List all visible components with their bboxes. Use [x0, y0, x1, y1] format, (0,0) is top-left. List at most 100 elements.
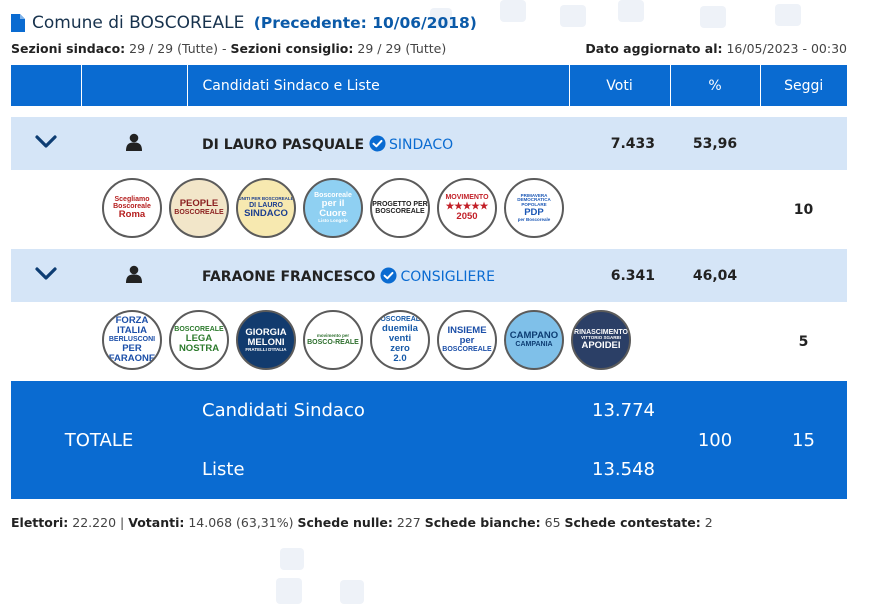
party-list-logo: movimento per BOSCO-REALE — [303, 310, 363, 370]
party-list-logo-text: FORZA — [115, 315, 149, 327]
party-list-logo-text: venti — [388, 332, 412, 344]
party-list-logo-text: FRATELLI D'ITALIA — [245, 346, 287, 352]
candidate-seats-empty — [760, 117, 847, 170]
background-tile — [340, 580, 364, 604]
party-list-logo-text: per — [459, 335, 475, 347]
candidate-votes: 6.341 — [569, 249, 670, 302]
candidate-role: CONSIGLIERE — [400, 268, 495, 285]
totals-row-top: TOTALE Candidati Sindaco 13.774 100 15 — [11, 381, 847, 499]
elettori-label: Elettori: — [11, 515, 69, 530]
verified-check-icon — [369, 134, 386, 152]
candidate-row: DI LAURO PASQUALE SINDACO 7.433 53,96 — [11, 117, 847, 170]
candidate-row: FARAONE FRANCESCO CONSIGLIERE 6.341 46,04 — [11, 249, 847, 302]
row-spacer — [11, 106, 847, 117]
candidate-seats: 10 — [793, 201, 814, 218]
previous-election-link[interactable]: (Precedente: 10/06/2018) — [253, 14, 477, 32]
party-list-logo-text: 2.0 — [393, 352, 407, 364]
party-list-logo-text: BOSCOREALE — [174, 209, 224, 217]
background-tile — [775, 4, 801, 26]
separator: - — [222, 41, 227, 56]
party-list-logo-text: SINDACO — [244, 208, 288, 220]
header-candidates: Candidati Sindaco e Liste — [187, 65, 570, 106]
background-tile — [276, 578, 302, 604]
chevron-down-icon[interactable] — [35, 134, 57, 149]
party-list-logo: PRIMAVERA DEMOCRATICA POPOLARE PDP per Bos… — [504, 178, 564, 238]
totals-seats: 15 — [760, 381, 847, 499]
expand-toggle[interactable] — [11, 249, 81, 302]
header-votes: Voti — [569, 65, 671, 106]
party-list-logo-text: BOSCOREALE — [442, 346, 492, 354]
party-list-logo-text: CAMPANIA — [515, 341, 553, 349]
party-list-logo-text: LEGA — [185, 332, 213, 344]
updated-value: 16/05/2023 - 00:30 — [726, 41, 847, 56]
party-list-logo-text: GIORGIA — [245, 326, 287, 338]
candidate-avatar — [81, 249, 187, 302]
totals-liste-label: Liste — [187, 440, 569, 499]
totals-label: TOTALE — [11, 381, 187, 499]
party-logos-cell: FORZA ITALIA BERLUSCONI PER FARAONE BOSCOREAL… — [11, 302, 760, 381]
candidate-percent: 53,96 — [670, 117, 760, 170]
party-list-logo: FORZA ITALIA BERLUSCONI PER FARAONE — [102, 310, 162, 370]
party-list-logo-text: PDP — [524, 206, 544, 218]
person-icon — [126, 265, 142, 283]
candidate-seats: 5 — [798, 333, 809, 350]
candidate-votes: 7.433 — [569, 117, 670, 170]
verified-check-icon — [380, 266, 397, 284]
party-list-logo-text: ★★★★★ — [445, 200, 489, 212]
sezioni-sindaco-value: 29 / 29 (Tutte) — [129, 41, 219, 56]
candidate-name-cell: DI LAURO PASQUALE SINDACO — [187, 117, 569, 170]
party-logos: FORZA ITALIA BERLUSCONI PER FARAONE BOSCOREAL… — [11, 302, 760, 381]
results-table: Candidati Sindaco e Liste Voti % Seggi D… — [11, 65, 847, 499]
party-list-logo-text: PROGETTO PER — [372, 200, 428, 208]
page-header: Comune di BOSCOREALE (Precedente: 10/06/… — [11, 10, 477, 36]
totals-sindaco-votes: 13.774 — [569, 381, 670, 440]
candidate-name: FARAONE FRANCESCO — [202, 268, 376, 285]
party-list-logo-text: BERLUSCONI — [108, 336, 156, 344]
background-tile — [280, 548, 304, 570]
party-list-logo-text: CAMPANO — [509, 330, 559, 342]
candidate-seats-empty — [760, 249, 847, 302]
party-list-logo: INSIEME per BOSCOREALE — [437, 310, 497, 370]
candidate-name: DI LAURO PASQUALE — [202, 136, 365, 153]
sezioni-consiglio-label: Sezioni consiglio: — [230, 41, 354, 56]
candidate-name-cell: FARAONE FRANCESCO CONSIGLIERE — [187, 249, 569, 302]
sections-summary: Sezioni sindaco: 29 / 29 (Tutte) - Sezio… — [11, 41, 446, 56]
sezioni-sindaco-label: Sezioni sindaco: — [11, 41, 126, 56]
candidate-avatar — [81, 117, 187, 170]
party-list-logo: BOSCOREALE LEGA NOSTRA — [169, 310, 229, 370]
party-list-logo-text: zero — [390, 342, 410, 354]
document-icon — [11, 14, 25, 32]
party-list-logo-text: NOSTRA — [178, 342, 220, 354]
schede-bianche-label: Schede bianche: — [424, 515, 541, 530]
background-tile — [430, 8, 452, 28]
page-title: Comune di BOSCOREALE (Precedente: 10/06/… — [32, 13, 477, 33]
party-list-logo-text: movimento per — [316, 332, 350, 338]
elettori-value: 22.220 — [72, 515, 117, 530]
party-list-logo-text: duemila — [382, 322, 418, 334]
schede-nulle-value: 227 — [396, 515, 421, 530]
party-list-logo-text: Roma — [118, 209, 146, 221]
party-list-logo: MOVIMENTO ★★★★★ 2050 — [437, 178, 497, 238]
party-list-logo: GIORGIA MELONI FRATELLI D'ITALIA — [236, 310, 296, 370]
party-list-logo-text: RINASCIMENTO — [574, 328, 628, 336]
totals-row-bottom: Liste 13.548 — [11, 440, 847, 499]
party-list-logo-text: BOSCOREALE — [174, 326, 224, 334]
party-list-logo-text: Scegliamo — [114, 195, 150, 203]
background-tile — [560, 5, 586, 27]
background-tile — [618, 0, 644, 22]
person-icon — [126, 133, 142, 151]
party-list-logo-text: APOIDEI — [581, 340, 621, 352]
party-list-logo: BOSCOREALE duemila venti zero 2.0 — [370, 310, 430, 370]
totals-liste-votes: 13.548 — [569, 440, 670, 499]
schede-nulle-label: Schede nulle: — [297, 515, 393, 530]
party-list-logo-text: DI LAURO — [249, 201, 283, 209]
votanti-label: Votanti: — [128, 515, 185, 530]
chevron-down-icon[interactable] — [35, 266, 57, 281]
header-seats: Seggi — [760, 65, 847, 106]
expand-toggle[interactable] — [11, 117, 81, 170]
updated-label: Dato aggiornato al: — [585, 41, 723, 56]
background-tile — [700, 6, 726, 28]
party-list-logo: UNITI PER BOSCOREALE DI LAURO SINDACO — [236, 178, 296, 238]
header-expand-col — [11, 65, 82, 106]
party-list-logo: RINASCIMENTO VITTORIO SGARBI APOIDEI — [571, 310, 631, 370]
